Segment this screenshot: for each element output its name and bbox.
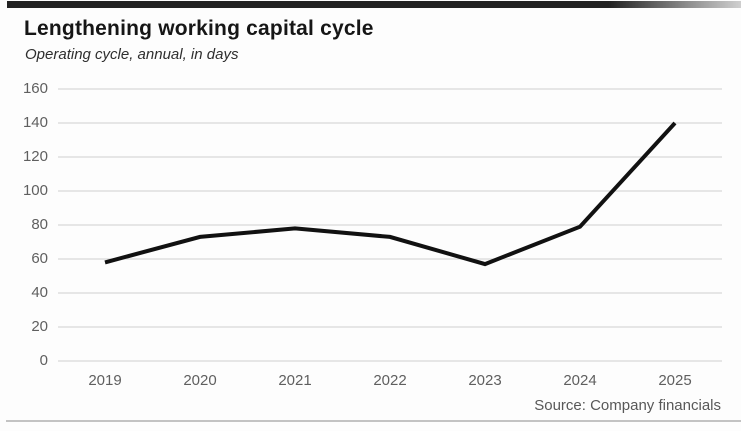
y-axis-tick-label: 80 — [31, 216, 48, 233]
y-axis-tick-label: 20 — [31, 318, 48, 335]
chart-subtitle: Operating cycle, annual, in days — [25, 46, 239, 63]
x-axis-tick-label: 2019 — [88, 372, 122, 389]
source-caption: Source: Company financials — [534, 397, 721, 414]
x-axis-tick-label: 2021 — [278, 372, 312, 389]
y-axis-tick-label: 100 — [22, 182, 48, 199]
y-axis-tick-label: 160 — [22, 80, 48, 97]
series-line — [104, 121, 677, 267]
y-axis-tick-label: 40 — [31, 284, 48, 301]
chart-title: Lengthening working capital cycle — [24, 17, 374, 40]
top-accent-bar — [7, 1, 741, 8]
x-axis-tick-label: 2024 — [563, 372, 597, 389]
x-axis-tick-label: 2022 — [373, 372, 407, 389]
bottom-border — [6, 420, 741, 422]
x-axis-tick-label: 2025 — [658, 372, 692, 389]
y-axis-tick-label: 0 — [39, 352, 48, 369]
y-axis-tick-label: 140 — [22, 114, 48, 131]
y-axis-tick-label: 120 — [22, 148, 48, 165]
x-axis-tick-label: 2023 — [468, 372, 502, 389]
x-axis-tick-label: 2020 — [183, 372, 217, 389]
y-axis-tick-label: 60 — [31, 250, 48, 267]
